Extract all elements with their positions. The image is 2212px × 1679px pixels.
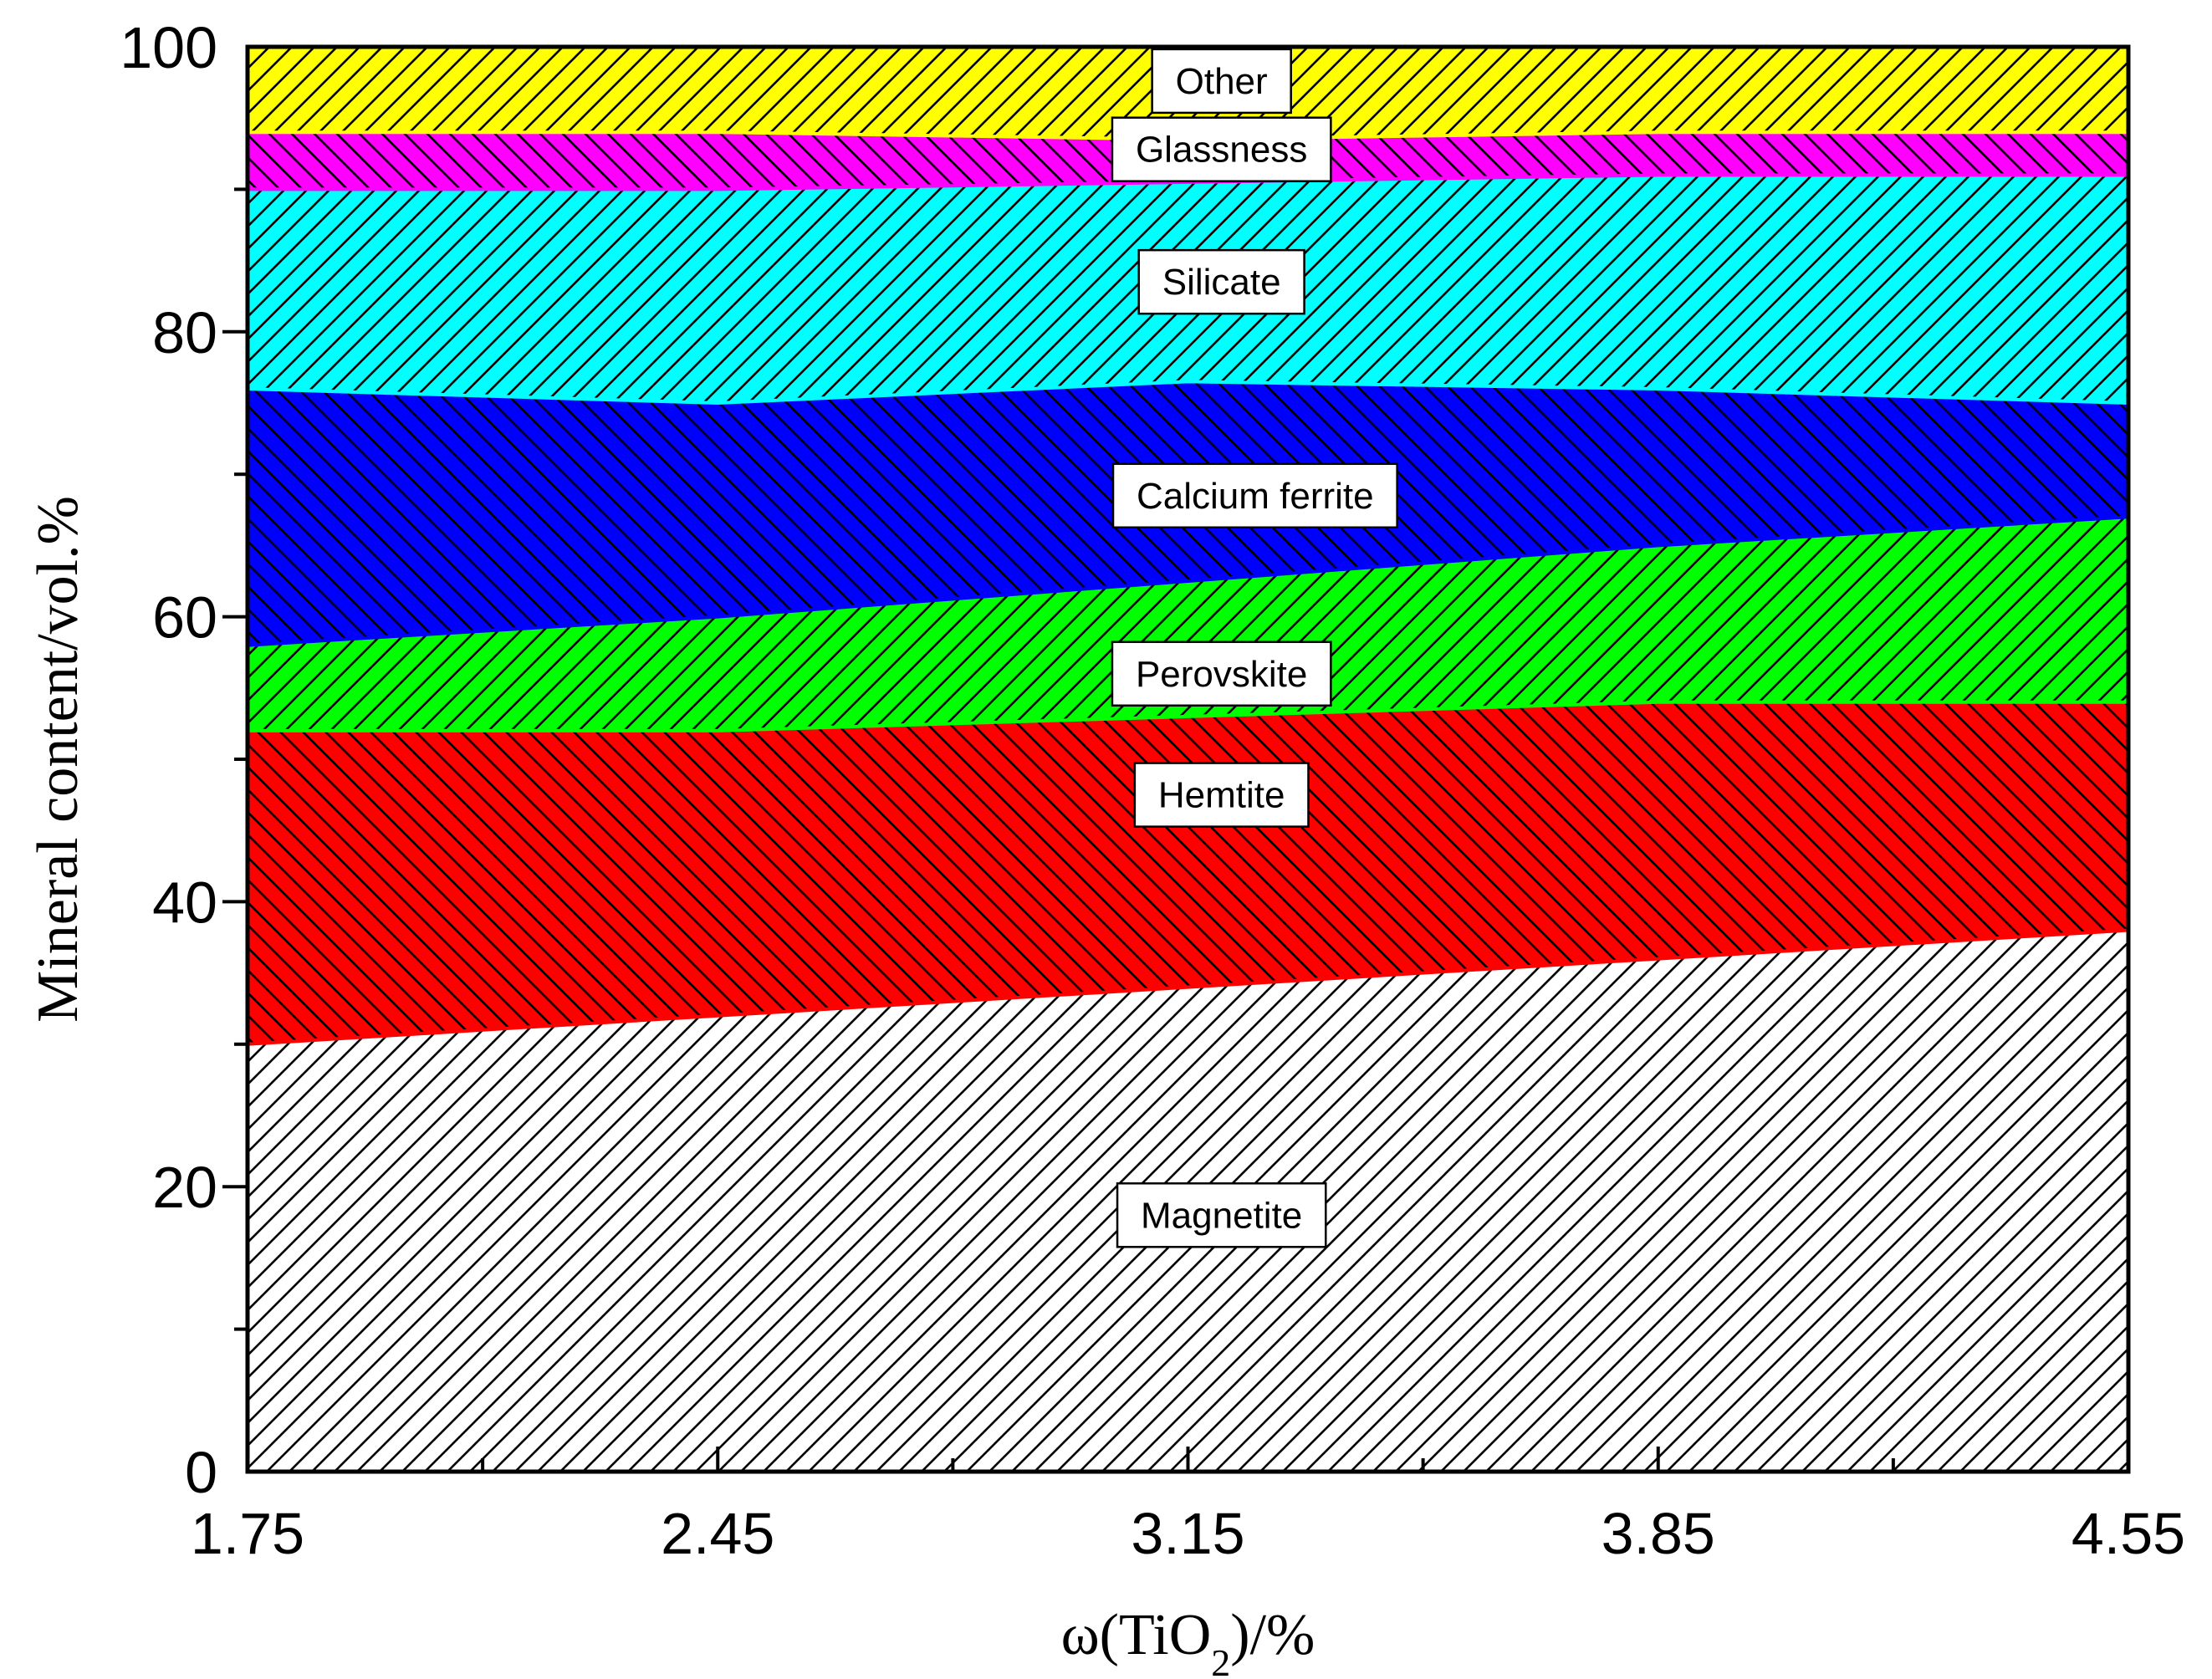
x-tick-label: 3.85 <box>1602 1501 1715 1566</box>
layer-label-text: Other <box>1176 61 1268 102</box>
boundary-perovskite <box>247 515 2129 647</box>
layer-label-hemtite: Hemtite <box>1133 762 1310 828</box>
boundary-magnetite <box>247 928 2129 1046</box>
layer-label-text: Magnetite <box>1141 1195 1302 1236</box>
layer-label-text: Glassness <box>1136 130 1307 171</box>
y-tick-label: 40 <box>152 870 217 935</box>
axis-ticks <box>222 187 1895 1472</box>
y-tick-label: 20 <box>152 1155 217 1220</box>
layer-label-text: Perovskite <box>1136 654 1307 695</box>
y-tick-label: 0 <box>185 1440 217 1505</box>
layer-label-box <box>1111 116 1332 182</box>
y-tick-label: 80 <box>152 300 217 365</box>
layer-label-glassness: Glassness <box>1111 116 1332 182</box>
layer-label-text: Silicate <box>1162 262 1281 303</box>
x-tick-label: 3.15 <box>1131 1501 1244 1566</box>
x-tick-label: 2.45 <box>661 1501 774 1566</box>
layer-labels: Magnetite Hemtite Perovskite Calcium ferrit… <box>1111 48 1398 1248</box>
layer-label-perovskite: Perovskite <box>1111 640 1332 707</box>
x-axis-title-suffix: )/% <box>1230 1603 1315 1667</box>
layer-label-text: Calcium ferrite <box>1137 476 1374 517</box>
y-tick-label: 100 <box>120 15 217 80</box>
axis-tick-labels: 1.75 2.45 3.15 3.85 4.55 0 20 40 60 80 100 <box>120 15 2185 1566</box>
layer-label-calcium-ferrite: Calcium ferrite <box>1111 462 1398 529</box>
layer-label-box <box>1111 640 1332 707</box>
layer-label-box <box>1151 48 1292 115</box>
x-tick-label: 1.75 <box>191 1501 304 1566</box>
layer-label-text: Hemtite <box>1158 775 1285 816</box>
x-tick-label: 4.55 <box>2072 1501 2185 1566</box>
layer-label-silicate: Silicate <box>1137 248 1305 315</box>
x-axis-title: ω(TiO2)/% <box>1061 1603 1315 1679</box>
layer-label-magnetite: Magnetite <box>1116 1182 1327 1248</box>
area-perovskite <box>248 517 2128 731</box>
layer-label-other: Other <box>1151 48 1292 115</box>
layer-label-box <box>1116 1182 1327 1248</box>
boundary-hemtite <box>248 700 2128 732</box>
boundary-calcium-ferrite <box>247 380 2129 406</box>
x-axis-title-prefix: ω(TiO <box>1061 1603 1212 1667</box>
x-axis-title-subscript: 2 <box>1211 1641 1230 1679</box>
y-axis-title: Mineral content/vol.% <box>26 496 90 1023</box>
layer-label-box <box>1133 762 1310 828</box>
layer-label-box <box>1111 462 1398 529</box>
y-tick-label: 60 <box>152 585 217 651</box>
layer-label-box <box>1137 248 1305 315</box>
